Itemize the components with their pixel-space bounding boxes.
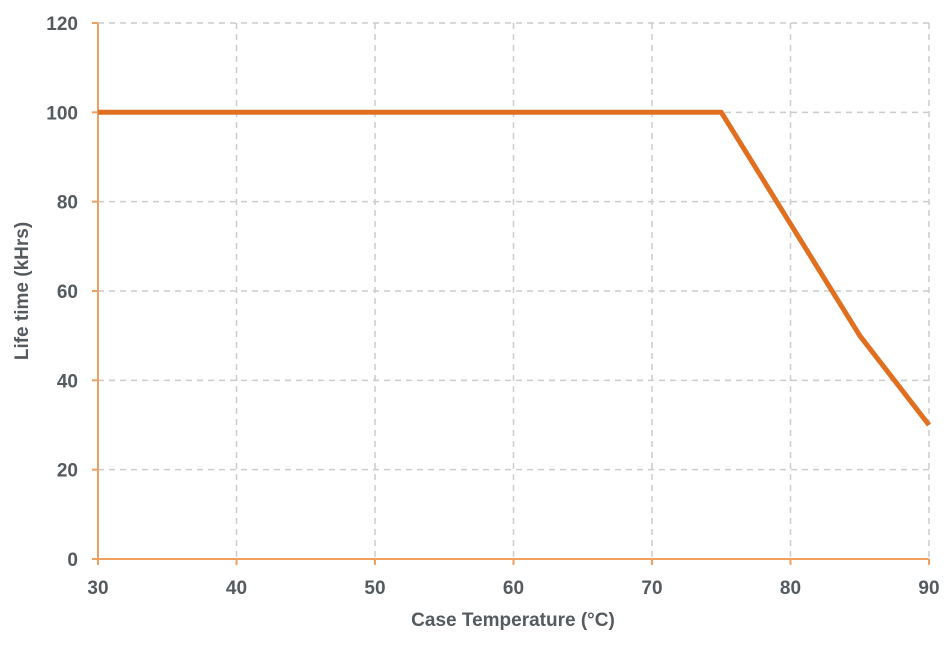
x-tick-label: 70 — [641, 578, 662, 599]
x-tick-label: 80 — [780, 578, 801, 599]
life-time-line — [98, 109, 931, 427]
grid-lines — [98, 22, 930, 559]
x-tick-label: 30 — [87, 578, 108, 599]
axes — [92, 22, 930, 565]
y-tick-label: 20 — [57, 461, 78, 482]
y-tick-label: 0 — [67, 550, 78, 571]
x-tick-label: 50 — [364, 578, 385, 599]
y-tick-label: 80 — [57, 193, 78, 214]
y-tick-label: 60 — [57, 282, 78, 303]
x-tick-label: 90 — [918, 578, 939, 599]
y-tick-label: 40 — [57, 371, 78, 392]
x-tick-label: 60 — [503, 578, 524, 599]
y-tick-label: 100 — [46, 103, 78, 124]
x-axis-title: Case Temperature (°C) — [411, 610, 615, 631]
y-tick-label: 120 — [46, 14, 78, 35]
x-tick-label: 40 — [226, 578, 247, 599]
y-axis-title: Life time (kHrs) — [12, 222, 33, 360]
tick-labels: 0 20 40 60 80 100 120 30 40 50 60 70 80 90 — [46, 14, 939, 599]
